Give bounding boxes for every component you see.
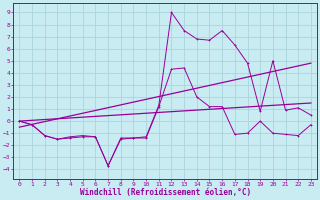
X-axis label: Windchill (Refroidissement éolien,°C): Windchill (Refroidissement éolien,°C) <box>80 188 251 197</box>
